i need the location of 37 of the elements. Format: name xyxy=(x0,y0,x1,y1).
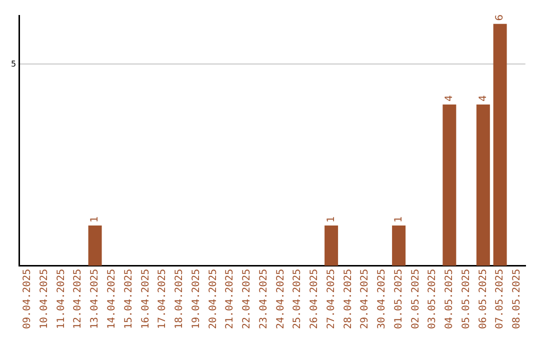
x-tick-label: 02.05.2025 xyxy=(410,268,422,330)
data-label: 4 xyxy=(478,95,489,102)
x-tick-label: 09.04.2025 xyxy=(22,268,34,330)
x-tick-label: 07.05.2025 xyxy=(494,268,506,330)
x-tick-label: 22.04.2025 xyxy=(242,268,253,330)
x-tick-label: 24.04.2025 xyxy=(275,268,286,330)
x-tick-label: 30.04.2025 xyxy=(376,268,388,330)
x-tick-label: 10.04.2025 xyxy=(39,268,50,330)
x-tick-label: 04.05.2025 xyxy=(444,268,456,330)
data-label: 6 xyxy=(494,14,506,21)
x-tick-label: 17.04.2025 xyxy=(157,268,168,330)
x-tick-label: 01.05.2025 xyxy=(393,268,404,330)
y-tick-label: 5 xyxy=(10,59,16,68)
x-tick-label: 05.05.2025 xyxy=(460,268,472,330)
x-tick-label: 06.05.2025 xyxy=(478,268,489,330)
data-label: 1 xyxy=(90,216,101,222)
data-label: 1 xyxy=(326,216,337,222)
x-tick-label: 18.04.2025 xyxy=(174,268,186,330)
x-tick-label: 14.04.2025 xyxy=(106,268,118,330)
x-tick-label: 29.04.2025 xyxy=(360,268,371,330)
x-tick-label: 23.04.2025 xyxy=(258,268,270,330)
data-label: 1 xyxy=(393,216,404,222)
x-tick-label: 12.04.2025 xyxy=(72,268,84,330)
x-tick-label: 25.04.2025 xyxy=(292,268,304,330)
x-tick-label: 11.04.2025 xyxy=(56,268,67,330)
x-tick-label: 08.05.2025 xyxy=(512,268,523,330)
x-tick-label: 20.04.2025 xyxy=(208,268,219,330)
x-tick-label: 03.05.2025 xyxy=(427,268,438,330)
x-tick-label: 13.04.2025 xyxy=(90,268,101,330)
x-tick-label: 26.04.2025 xyxy=(309,268,320,330)
data-label: 4 xyxy=(444,95,456,102)
x-tick-label: 28.04.2025 xyxy=(342,268,354,330)
x-tick-label: 19.04.2025 xyxy=(190,268,202,330)
x-tick-label: 16.04.2025 xyxy=(140,268,152,330)
x-tick-label: 21.04.2025 xyxy=(224,268,236,330)
x-tick-label: 15.04.2025 xyxy=(123,268,134,330)
x-tick-label: 27.04.2025 xyxy=(326,268,337,330)
